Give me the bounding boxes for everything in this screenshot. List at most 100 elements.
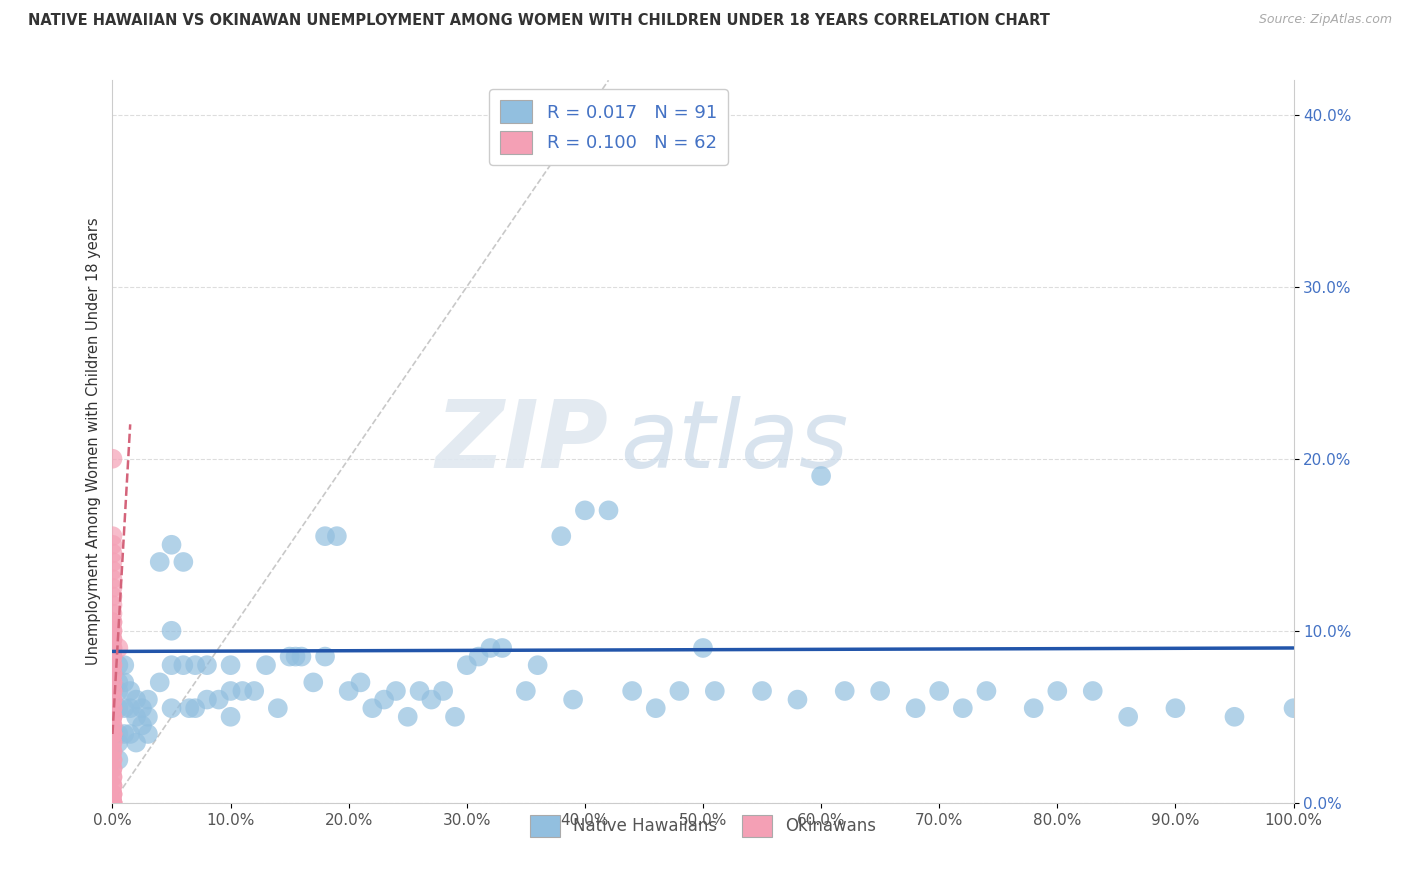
Point (1116, 710, 1139, 724)
Point (101, 684, 124, 698)
Point (112, 727, 135, 741)
Point (408, 684, 430, 698)
Point (131, 701, 153, 715)
Point (692, 640, 714, 655)
Point (952, 701, 974, 715)
Point (101, 701, 124, 715)
Point (101, 761, 124, 775)
Point (208, 692, 231, 706)
Point (101, 727, 124, 741)
Point (112, 675, 135, 690)
Point (456, 658, 478, 673)
Point (644, 701, 666, 715)
Point (101, 796, 124, 810)
Point (1022, 701, 1045, 715)
Point (834, 684, 856, 698)
Point (101, 675, 124, 690)
Point (184, 701, 207, 715)
Point (172, 658, 194, 673)
Point (515, 684, 537, 698)
Point (107, 684, 129, 698)
Point (101, 796, 124, 810)
Point (136, 692, 159, 706)
Point (703, 684, 725, 698)
Point (101, 718, 124, 732)
Point (904, 701, 927, 715)
Point (101, 546, 124, 560)
Point (574, 503, 596, 517)
Point (195, 692, 218, 706)
Point (101, 624, 124, 638)
Point (172, 555, 194, 569)
Text: Source: ZipAtlas.com: Source: ZipAtlas.com (1258, 13, 1392, 27)
Point (668, 684, 690, 698)
Point (101, 692, 124, 706)
Point (101, 796, 124, 810)
Point (243, 684, 266, 698)
Point (107, 640, 129, 655)
Point (160, 538, 183, 552)
Point (254, 658, 277, 673)
Point (278, 649, 301, 664)
Point (107, 735, 129, 749)
Point (373, 692, 395, 706)
Point (101, 640, 124, 655)
Point (101, 787, 124, 801)
Point (928, 684, 950, 698)
Point (101, 735, 124, 749)
Point (1282, 701, 1305, 715)
Point (219, 684, 242, 698)
Point (361, 701, 384, 715)
Point (112, 701, 135, 715)
Point (314, 529, 336, 543)
Point (337, 684, 360, 698)
Point (101, 572, 124, 586)
Point (101, 640, 124, 655)
Point (101, 675, 124, 690)
Point (131, 718, 153, 732)
Point (101, 796, 124, 810)
Point (621, 684, 644, 698)
Point (326, 529, 349, 543)
Point (107, 701, 129, 715)
Point (869, 684, 891, 698)
Point (125, 735, 148, 749)
Point (125, 710, 148, 724)
Point (101, 692, 124, 706)
Point (107, 727, 129, 741)
Point (101, 624, 124, 638)
Point (101, 744, 124, 758)
Point (267, 701, 290, 715)
Point (101, 632, 124, 647)
Point (101, 607, 124, 621)
Point (550, 529, 572, 543)
Point (160, 658, 183, 673)
Text: NATIVE HAWAIIAN VS OKINAWAN UNEMPLOYMENT AMONG WOMEN WITH CHILDREN UNDER 18 YEAR: NATIVE HAWAIIAN VS OKINAWAN UNEMPLOYMENT… (28, 13, 1050, 29)
Point (101, 598, 124, 612)
Point (101, 753, 124, 767)
Point (420, 692, 443, 706)
Point (284, 649, 307, 664)
Point (810, 469, 832, 483)
Point (101, 787, 124, 801)
Text: atlas: atlas (620, 396, 849, 487)
Point (219, 710, 242, 724)
Point (101, 727, 124, 741)
Point (314, 649, 336, 664)
Point (101, 718, 124, 732)
Point (598, 503, 620, 517)
Legend: Native Hawaiians, Okinawans: Native Hawaiians, Okinawans (522, 807, 884, 845)
Point (101, 753, 124, 767)
Point (107, 753, 129, 767)
Y-axis label: Unemployment Among Women with Children Under 18 years: Unemployment Among Women with Children U… (86, 218, 101, 665)
Point (160, 701, 183, 715)
Point (184, 658, 207, 673)
Point (120, 684, 142, 698)
Point (101, 787, 124, 801)
Point (302, 675, 325, 690)
Point (101, 632, 124, 647)
Point (432, 684, 454, 698)
Point (1081, 684, 1104, 698)
Point (349, 675, 371, 690)
Point (219, 658, 242, 673)
